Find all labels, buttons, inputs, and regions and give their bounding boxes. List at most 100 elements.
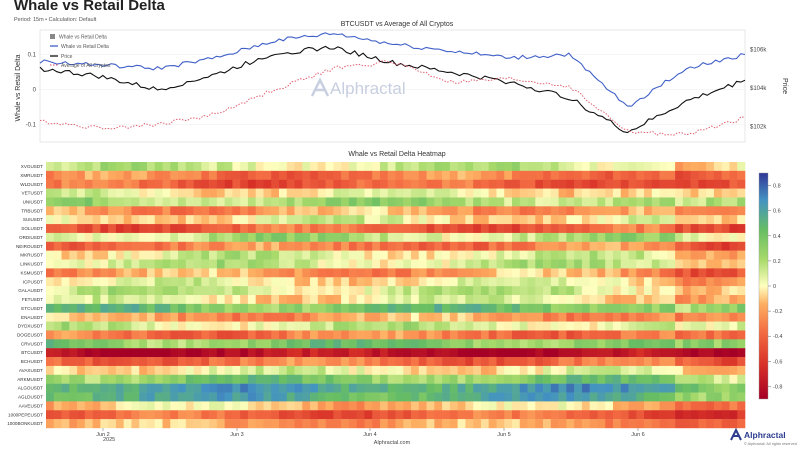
heatmap-cell (69, 162, 78, 172)
heatmap-cell (61, 259, 70, 269)
heatmap-cell (659, 259, 668, 269)
heatmap-cell (178, 374, 187, 384)
heatmap-cell (457, 330, 466, 340)
heatmap-cell (667, 250, 676, 260)
heatmap-cell (271, 295, 280, 305)
heatmap-row (46, 339, 746, 349)
heatmap-cell (69, 392, 78, 402)
heatmap-cell (201, 365, 210, 375)
heatmap-cell (154, 348, 163, 358)
heatmap-cell (294, 197, 303, 207)
heatmap-cell (566, 312, 575, 322)
heatmap-cell (154, 410, 163, 420)
heatmap-cell (519, 277, 528, 287)
heatmap-cell (465, 215, 474, 225)
heatmap-cell (737, 259, 746, 269)
heatmap-cell (185, 197, 194, 207)
heatmap-cell (356, 410, 365, 420)
heatmap-cell (465, 188, 474, 198)
heatmap-cell (162, 312, 171, 322)
heatmap-cell (426, 321, 435, 331)
heatmap-cell (356, 162, 365, 172)
heatmap-cell (558, 321, 567, 331)
heatmap-cell (512, 303, 521, 313)
legend-toggle-icon[interactable] (50, 34, 55, 39)
heatmap-cell (418, 295, 427, 305)
heatmap-cell (706, 357, 715, 367)
heatmap-cell (418, 206, 427, 216)
heatmap-row-label: XMRUSDT (20, 173, 43, 178)
heatmap-cell (411, 383, 420, 393)
heatmap-cell (310, 197, 319, 207)
heatmap-cell (605, 339, 614, 349)
heatmap-cell (519, 295, 528, 305)
heatmap-cell (162, 357, 171, 367)
heatmap-cell (737, 170, 746, 180)
heatmap-cell (597, 312, 606, 322)
heatmap-cell (449, 268, 458, 278)
heatmap-cell (706, 312, 715, 322)
heatmap-cell (403, 321, 412, 331)
heatmap-cell (543, 197, 552, 207)
heatmap-cell (395, 401, 404, 411)
heatmap-cell (449, 295, 458, 305)
heatmap-cell (737, 401, 746, 411)
heatmap-cell (659, 392, 668, 402)
heatmap-cell (426, 162, 435, 172)
heatmap-cell (535, 179, 544, 189)
heatmap-cell (605, 348, 614, 358)
heatmap-cell (139, 401, 148, 411)
heatmap-cell (434, 383, 443, 393)
heatmap-cell (302, 401, 311, 411)
heatmap-cell (240, 286, 249, 296)
heatmap-cell (605, 392, 614, 402)
heatmap-cell (131, 357, 140, 367)
heatmap-cell (162, 206, 171, 216)
heatmap-cell (729, 224, 738, 234)
heatmap-cell (162, 401, 171, 411)
heatmap-cell (605, 383, 614, 393)
heatmap-cell (53, 330, 62, 340)
heatmap-cell (286, 401, 295, 411)
heatmap-cell (240, 295, 249, 305)
heatmap-cell (139, 188, 148, 198)
heatmap-cell (232, 224, 241, 234)
heatmap-cell (737, 383, 746, 393)
heatmap-row-label: ALGOUSDT (18, 386, 43, 391)
heatmap-cell (706, 374, 715, 384)
heatmap-cell (737, 215, 746, 225)
heatmap-cell (713, 295, 722, 305)
heatmap-cell (185, 410, 194, 420)
heatmap-cell (302, 419, 311, 429)
heatmap-cell (178, 259, 187, 269)
heatmap-cell (255, 179, 264, 189)
heatmap-cell (566, 241, 575, 251)
heatmap-cell (302, 392, 311, 402)
heatmap-cell (341, 188, 350, 198)
heatmap-cell (170, 241, 179, 251)
heatmap-cell (434, 259, 443, 269)
heatmap-cell (589, 162, 598, 172)
heatmap-cell (690, 215, 699, 225)
heatmap-cell (201, 241, 210, 251)
heatmap-cell (263, 232, 272, 242)
heatmap-cell (581, 312, 590, 322)
heatmap-cell (69, 401, 78, 411)
heatmap-cell (84, 392, 93, 402)
heatmap-cell (636, 162, 645, 172)
heatmap-cell (698, 286, 707, 296)
heatmap-cell (201, 286, 210, 296)
heatmap-cell (519, 224, 528, 234)
heatmap-cell (84, 170, 93, 180)
heatmap-cell (558, 295, 567, 305)
heatmap-cell (512, 215, 521, 225)
heatmap-cell (543, 215, 552, 225)
heatmap-cell (411, 179, 420, 189)
heatmap-cell (558, 188, 567, 198)
heatmap-cell (597, 188, 606, 198)
heatmap-cell (69, 330, 78, 340)
heatmap-cell (240, 162, 249, 172)
heatmap-cell (131, 330, 140, 340)
heatmap-cell (620, 401, 629, 411)
heatmap-cell (636, 383, 645, 393)
